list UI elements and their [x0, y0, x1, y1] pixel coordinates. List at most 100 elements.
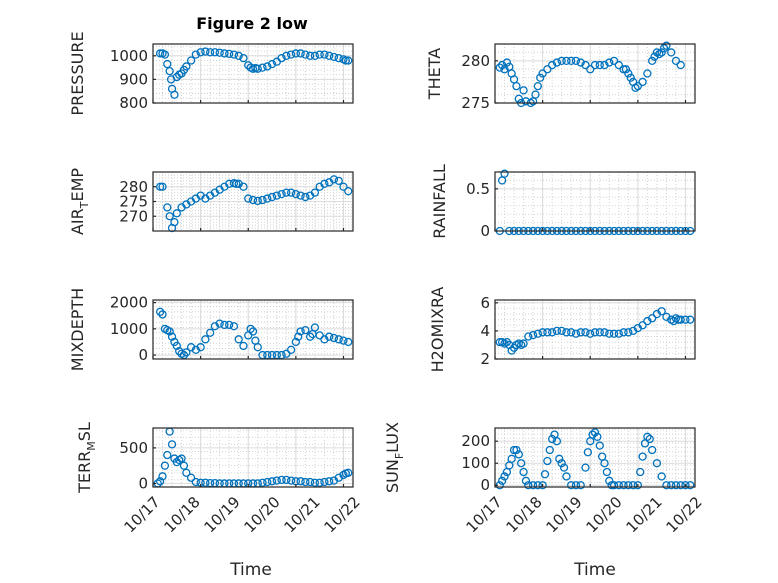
data-point [246, 324, 255, 333]
data-point [533, 329, 543, 338]
data-point [341, 56, 351, 65]
data-point [291, 337, 301, 347]
data-point [263, 194, 272, 203]
y-axis-label-h2omixra: H2OMIXRA [428, 287, 447, 373]
data-point [588, 430, 597, 439]
data-point [155, 307, 165, 316]
data-point [191, 345, 201, 354]
data-point [165, 212, 174, 221]
data-point [234, 335, 243, 344]
data-point [258, 478, 267, 487]
data-point [229, 322, 239, 331]
data-point [229, 50, 239, 59]
data-point [294, 332, 303, 341]
data-point [315, 478, 324, 487]
data-point [248, 327, 258, 336]
data-point [220, 49, 229, 58]
data-point [267, 192, 277, 202]
data-point [555, 454, 564, 463]
data-point [595, 328, 604, 337]
data-point [239, 54, 248, 63]
data-point [586, 65, 595, 74]
subplot-theta: 275 280 THETA [425, 41, 696, 112]
data-point [296, 49, 305, 58]
x-tick-label: 10/21 [280, 493, 323, 536]
data-point [536, 73, 545, 82]
data-point [305, 332, 315, 341]
data-point [158, 182, 167, 191]
data-point [215, 319, 224, 328]
data-point [686, 481, 695, 490]
data-point [657, 472, 666, 481]
data-point [267, 477, 277, 486]
data-point [263, 477, 272, 487]
data-point [538, 69, 547, 78]
data-point [205, 48, 215, 57]
data-point [315, 50, 324, 59]
data-point [334, 54, 343, 63]
data-point [624, 69, 633, 78]
data-point [296, 191, 305, 200]
data-point [545, 445, 554, 455]
data-point [567, 56, 576, 66]
data-point [667, 481, 676, 490]
data-point [590, 60, 600, 70]
data-point [210, 322, 220, 331]
data-point [647, 445, 657, 455]
data-point [165, 66, 174, 76]
data-point [215, 48, 224, 57]
data-point [567, 481, 576, 490]
data-point [239, 341, 248, 351]
y-tick-label: 0 [480, 222, 490, 240]
data-point [619, 328, 628, 337]
data-point [514, 450, 523, 459]
data-point [571, 56, 581, 66]
data-point [310, 478, 320, 487]
data-point [305, 51, 315, 60]
x-tick-label: 10/20 [240, 493, 283, 536]
data-point [277, 189, 286, 199]
data-point [614, 329, 623, 338]
data-point [552, 326, 562, 336]
data-point [282, 475, 291, 485]
x-tick-label: 10/20 [582, 493, 625, 536]
data-point [600, 328, 609, 337]
data-point [301, 326, 310, 335]
data-point [652, 48, 662, 57]
data-point [220, 320, 229, 330]
data-point [628, 481, 638, 490]
data-point [638, 452, 647, 461]
data-point [512, 445, 521, 455]
data-point [500, 472, 509, 481]
data-point [624, 481, 633, 490]
data-point [662, 481, 671, 490]
data-point [301, 477, 310, 487]
data-point [325, 332, 334, 341]
data-point [296, 327, 305, 336]
data-point [305, 477, 315, 487]
data-point [258, 63, 267, 72]
data-point [201, 335, 210, 344]
y-tick-label: 1000 [110, 320, 148, 338]
y-tick-label: 275 [461, 94, 490, 112]
data-point [248, 195, 258, 205]
plot-area [495, 44, 695, 103]
data-point [657, 307, 666, 316]
data-point [253, 64, 262, 73]
data-point [282, 51, 291, 60]
data-point [643, 432, 652, 441]
y-tick-label: 4 [480, 322, 490, 340]
data-point [177, 454, 186, 463]
data-point [163, 450, 172, 460]
data-point [291, 189, 301, 199]
data-point [583, 448, 593, 457]
data-point [158, 472, 167, 481]
axes-box [494, 171, 696, 232]
data-point [538, 481, 547, 490]
data-point [602, 467, 612, 477]
data-point [671, 481, 681, 490]
data-point [182, 62, 191, 71]
